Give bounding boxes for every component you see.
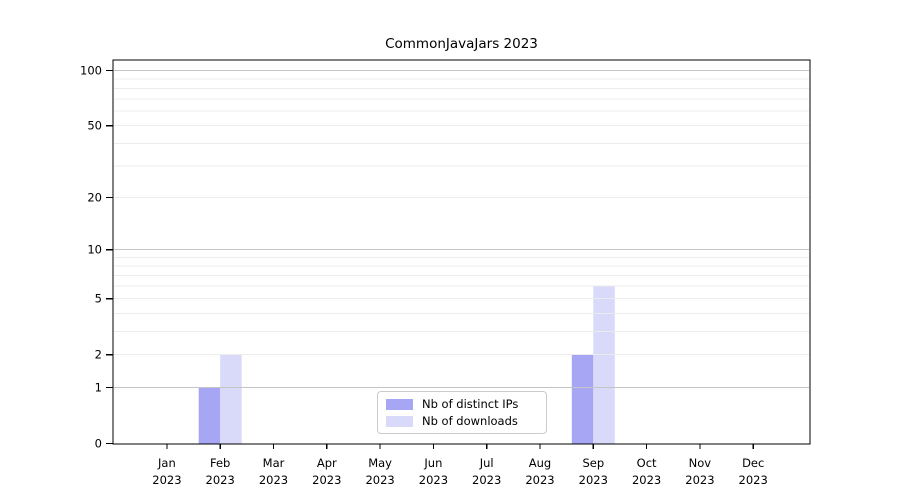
x-tick-label-jun-year: 2023 xyxy=(419,473,448,487)
gridlines-layer xyxy=(114,70,809,388)
y-tick-label-2: 2 xyxy=(95,348,102,362)
bar-nb-of-downloads-feb-2023 xyxy=(220,354,242,444)
plot-spines xyxy=(112,59,811,445)
x-tick-label-apr: Apr xyxy=(317,456,337,470)
y-tick-label-5: 5 xyxy=(95,292,102,306)
tick-labels-layer: 0 1 2 5 10 20 50 100 Jan 2023 Feb 2023 Mar 2023 Apr 202… xyxy=(80,64,768,488)
x-tick-label-feb-year: 2023 xyxy=(206,473,235,487)
chart-title: CommonJavaJars 2023 xyxy=(385,36,538,52)
x-tick-label-feb: Feb xyxy=(210,456,230,470)
bar-nb-of-distinct-ips-sep-2023 xyxy=(571,354,594,444)
x-tick-label-dec: Dec xyxy=(742,456,764,470)
bars-layer xyxy=(198,286,615,444)
x-tick-label-oct-year: 2023 xyxy=(632,473,661,487)
y-tick-label-100: 100 xyxy=(80,64,102,78)
y-tick-label-1: 1 xyxy=(95,381,102,395)
legend-item-distinct-ips: Nb of distinct IPs xyxy=(386,397,538,411)
x-tick-label-mar-year: 2023 xyxy=(259,473,288,487)
legend: Nb of distinct IPs Nb of downloads xyxy=(377,391,547,434)
legend-item-downloads: Nb of downloads xyxy=(386,414,538,428)
x-tick-label-jan: Jan xyxy=(157,456,176,470)
x-tick-label-may: May xyxy=(368,456,392,470)
x-tick-label-apr-year: 2023 xyxy=(312,473,341,487)
x-tick-label-nov-year: 2023 xyxy=(685,473,714,487)
x-tick-label-oct: Oct xyxy=(637,456,657,470)
x-tick-label-dec-year: 2023 xyxy=(739,473,768,487)
y-tick-label-0: 0 xyxy=(95,437,102,451)
bar-nb-of-distinct-ips-feb-2023 xyxy=(198,387,221,444)
x-tick-label-sep: Sep xyxy=(582,456,604,470)
axes-layer xyxy=(106,59,811,449)
x-tick-label-jun: Jun xyxy=(423,456,442,470)
y-tick-label-50: 50 xyxy=(87,119,102,133)
y-tick-label-10: 10 xyxy=(87,243,102,257)
x-tick-label-sep-year: 2023 xyxy=(579,473,608,487)
x-tick-label-may-year: 2023 xyxy=(365,473,394,487)
y-tick-label-20: 20 xyxy=(87,190,102,204)
x-tick-label-aug-year: 2023 xyxy=(525,473,554,487)
legend-label-downloads: Nb of downloads xyxy=(422,414,518,428)
bar-nb-of-downloads-sep-2023 xyxy=(593,286,615,444)
legend-label-distinct-ips: Nb of distinct IPs xyxy=(422,397,519,411)
x-tick-label-jan-year: 2023 xyxy=(152,473,181,487)
x-tick-label-jul-year: 2023 xyxy=(472,473,501,487)
legend-swatch-distinct-ips xyxy=(386,398,413,410)
legend-swatch-downloads xyxy=(386,415,413,427)
x-tick-label-mar: Mar xyxy=(263,456,285,470)
x-tick-label-aug: Aug xyxy=(529,456,551,470)
x-tick-label-nov: Nov xyxy=(689,456,712,470)
x-tick-label-jul: Jul xyxy=(479,456,494,470)
